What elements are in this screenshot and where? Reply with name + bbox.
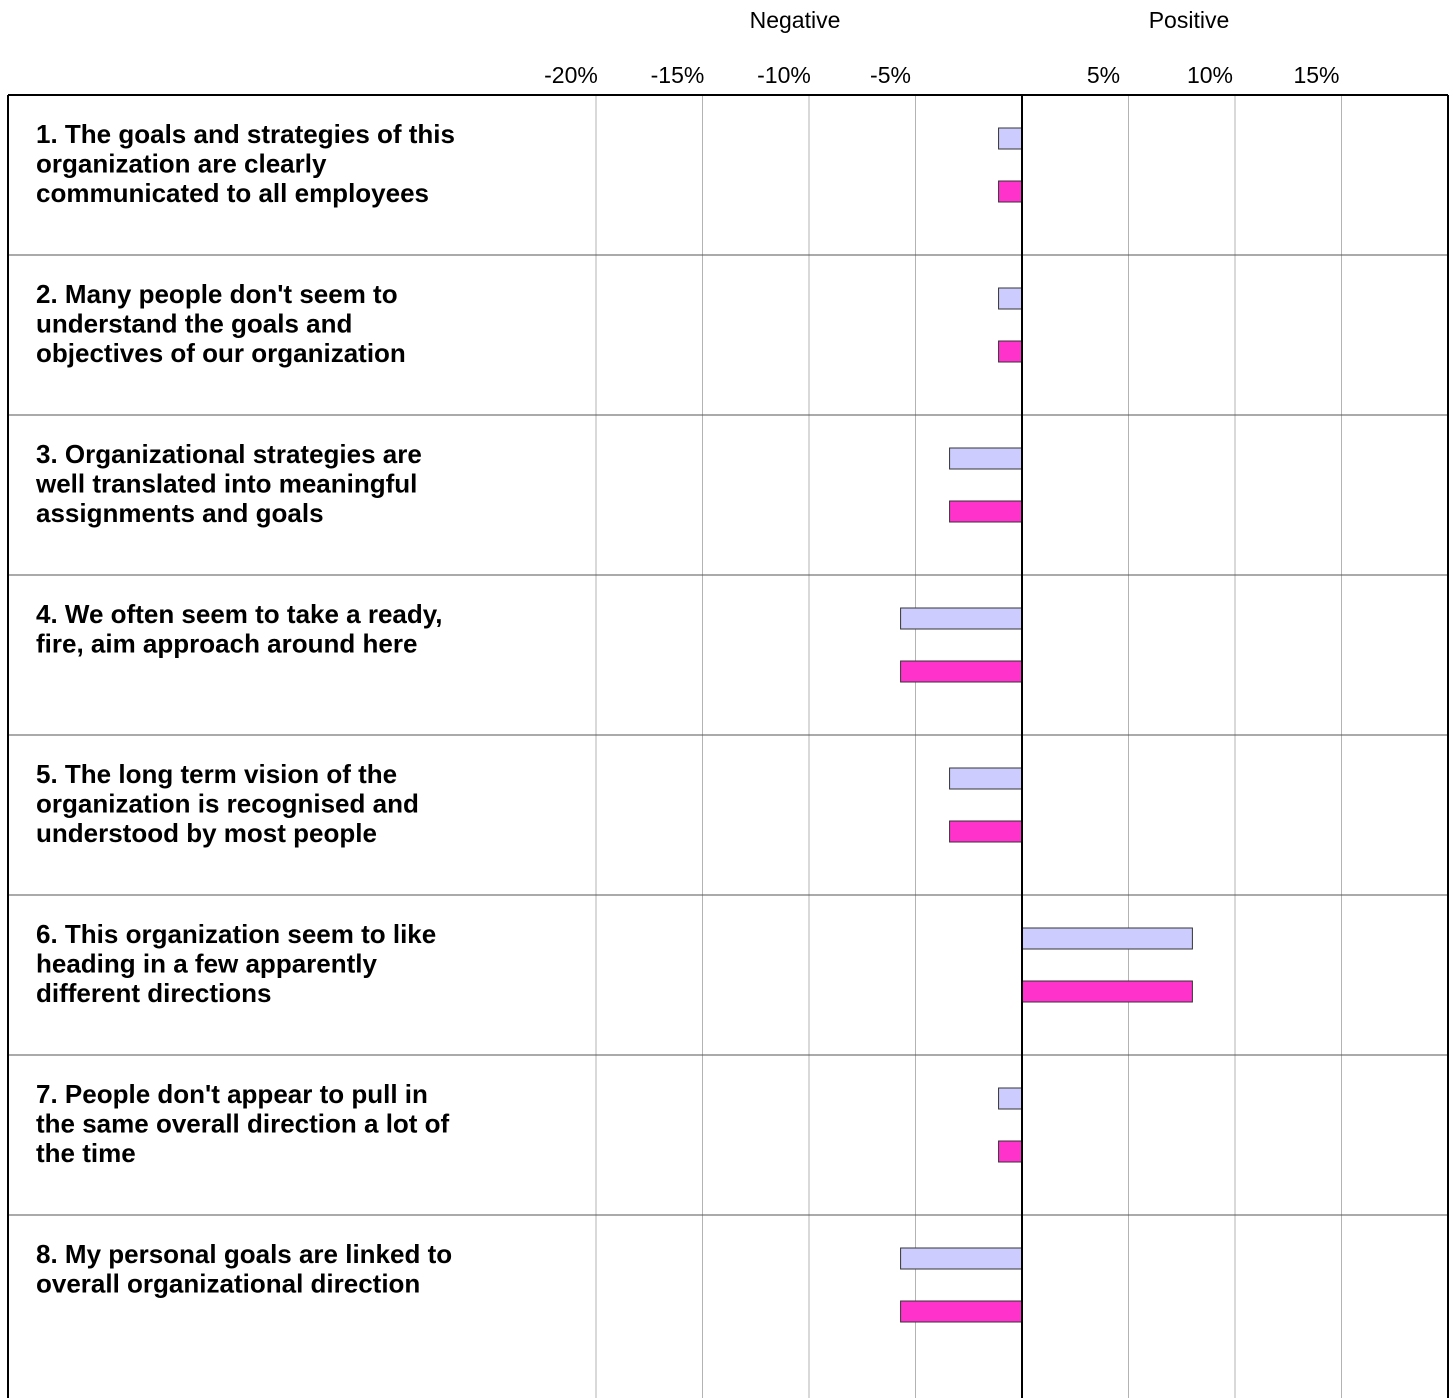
bar-s2-q6 bbox=[1021, 980, 1193, 1003]
tick-label-6: 15% bbox=[1293, 62, 1339, 88]
question-8-line-1: 8. My personal goals are linked to bbox=[36, 1239, 452, 1269]
question-2-line-3: objectives of our organization bbox=[36, 338, 406, 368]
question-1-line-1: 1. The goals and strategies of this bbox=[36, 119, 455, 149]
bar-s1-q4 bbox=[900, 607, 1023, 630]
question-2-line-2: understand the goals and bbox=[36, 309, 352, 339]
question-4-line-2: fire, aim approach around here bbox=[36, 629, 417, 659]
bar-s1-q5 bbox=[949, 767, 1023, 790]
question-3-line-2: well translated into meaningful bbox=[35, 469, 417, 499]
positive-header: Positive bbox=[1149, 7, 1230, 33]
bar-s1-q6 bbox=[1021, 927, 1193, 950]
question-3-line-1: 3. Organizational strategies are bbox=[36, 439, 422, 469]
question-labels: 1. The goals and strategies of thisorgan… bbox=[35, 119, 455, 1299]
question-5-line-1: 5. The long term vision of the bbox=[36, 759, 397, 789]
bar-s1-q8 bbox=[900, 1247, 1023, 1270]
bar-s2-q5 bbox=[949, 820, 1023, 843]
bar-s1-q3 bbox=[949, 447, 1023, 470]
bars bbox=[900, 127, 1193, 1323]
question-4-line-1: 4. We often seem to take a ready, bbox=[36, 599, 443, 629]
question-1-line-2: organization are clearly bbox=[36, 149, 327, 179]
question-6-line-2: heading in a few apparently bbox=[36, 949, 377, 979]
tick-label-5: 10% bbox=[1187, 62, 1233, 88]
bar-s2-q1 bbox=[998, 180, 1023, 203]
tick-label-2: -10% bbox=[757, 62, 811, 88]
question-5-line-3: understood by most people bbox=[36, 818, 377, 848]
bar-s2-q4 bbox=[900, 660, 1023, 683]
row-separators bbox=[8, 254, 1448, 1216]
bar-s2-q8 bbox=[900, 1300, 1023, 1323]
bar-s2-q2 bbox=[998, 340, 1023, 363]
bar-s2-q7 bbox=[998, 1140, 1023, 1163]
headers: Negative Positive bbox=[750, 7, 1230, 33]
question-7-line-2: the same overall direction a lot of bbox=[36, 1109, 450, 1139]
plot-frame bbox=[7, 94, 1449, 1398]
gridlines bbox=[595, 95, 1342, 1398]
question-6-line-1: 6. This organization seem to like bbox=[36, 919, 436, 949]
question-1-line-3: communicated to all employees bbox=[36, 178, 429, 208]
question-3-line-3: assignments and goals bbox=[36, 498, 324, 528]
question-2-line-1: 2. Many people don't seem to bbox=[36, 279, 398, 309]
tick-labels: -20% -15% -10% -5% 5% 10% 15% bbox=[544, 62, 1339, 88]
bar-s1-q7 bbox=[998, 1087, 1023, 1110]
question-5-line-2: organization is recognised and bbox=[36, 789, 419, 819]
question-6-line-3: different directions bbox=[36, 978, 271, 1008]
tick-label-1: -15% bbox=[651, 62, 705, 88]
bar-s2-q3 bbox=[949, 500, 1023, 523]
tick-label-0: -20% bbox=[544, 62, 598, 88]
question-8-line-2: overall organizational direction bbox=[36, 1269, 420, 1299]
tick-label-4: 5% bbox=[1087, 62, 1120, 88]
question-7-line-1: 7. People don't appear to pull in bbox=[36, 1079, 428, 1109]
negative-header: Negative bbox=[750, 7, 841, 33]
bar-s1-q1 bbox=[998, 127, 1023, 150]
tick-label-3: -5% bbox=[870, 62, 911, 88]
question-7-line-3: the time bbox=[36, 1138, 136, 1168]
bar-s1-q2 bbox=[998, 287, 1023, 310]
